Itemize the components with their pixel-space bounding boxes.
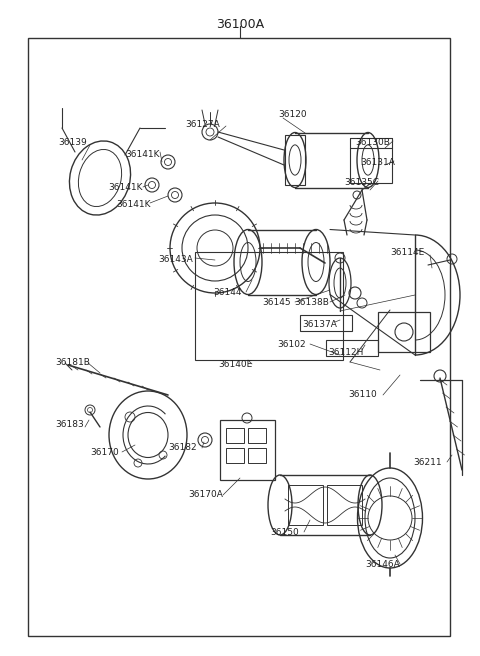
- Text: 36112H: 36112H: [328, 348, 363, 357]
- Text: 36127A: 36127A: [185, 120, 220, 129]
- Bar: [326, 340, 378, 356]
- Bar: [220, 420, 275, 480]
- Bar: [195, 252, 343, 360]
- Bar: [288, 485, 323, 525]
- Text: 36140E: 36140E: [218, 360, 252, 369]
- Text: 36120: 36120: [278, 110, 307, 119]
- Text: 36100A: 36100A: [216, 18, 264, 31]
- Bar: [226, 428, 244, 443]
- Bar: [300, 315, 352, 331]
- Bar: [248, 428, 266, 443]
- Text: 36141K: 36141K: [125, 150, 159, 159]
- Text: 36114E: 36114E: [390, 248, 424, 257]
- Bar: [248, 448, 266, 463]
- Text: 36135C: 36135C: [344, 178, 379, 187]
- Text: 36141K: 36141K: [116, 200, 151, 209]
- Text: 36143A: 36143A: [158, 255, 193, 264]
- Text: 36211: 36211: [413, 458, 442, 467]
- Text: 36170A: 36170A: [188, 490, 223, 499]
- Text: 36138B: 36138B: [294, 298, 329, 307]
- Text: 36150: 36150: [270, 528, 299, 537]
- Text: 36170: 36170: [90, 448, 119, 457]
- Bar: [226, 448, 244, 463]
- Bar: [28, 38, 450, 636]
- Text: 36131A: 36131A: [360, 158, 395, 167]
- Bar: [350, 148, 392, 183]
- Bar: [327, 485, 362, 525]
- Text: 36137A: 36137A: [302, 320, 337, 329]
- Text: 36181B: 36181B: [55, 358, 90, 367]
- Text: 36182: 36182: [168, 443, 197, 452]
- Bar: [378, 312, 430, 352]
- Text: 36141K: 36141K: [108, 183, 143, 192]
- Text: 36110: 36110: [348, 390, 377, 399]
- Text: 36139: 36139: [58, 138, 87, 147]
- Text: 36130B: 36130B: [355, 138, 390, 147]
- Text: 36144: 36144: [213, 288, 241, 297]
- Text: 36146A: 36146A: [365, 560, 400, 569]
- Text: 36183: 36183: [55, 420, 84, 429]
- Text: 36102: 36102: [277, 340, 306, 349]
- Bar: [285, 135, 305, 185]
- Text: 36145: 36145: [262, 298, 290, 307]
